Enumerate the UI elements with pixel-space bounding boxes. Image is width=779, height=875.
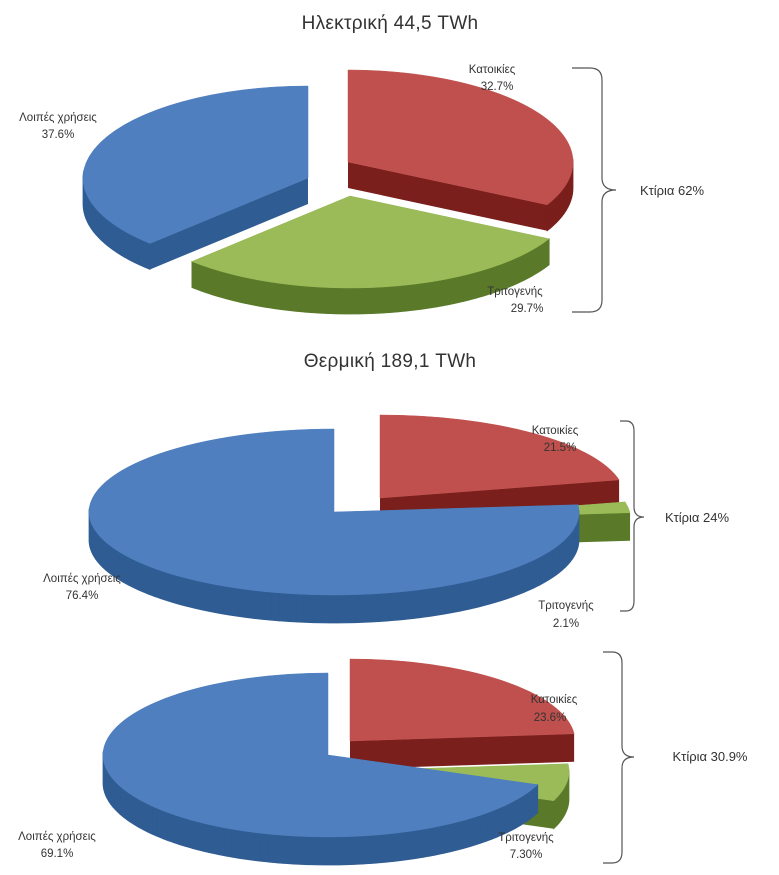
group-label: Κτίρια 62% (640, 183, 705, 198)
pie-slice-top (88, 428, 580, 596)
pie-slice (88, 428, 580, 624)
pie-electric (82, 69, 574, 315)
slice-label: Κατοικίες (531, 694, 578, 706)
slice-label: Τριτογενής (487, 286, 543, 298)
pie-slice-top (82, 85, 309, 244)
group-label: Κτίρια 30.9% (673, 749, 748, 764)
slice-label: Κατοικίες (532, 425, 579, 437)
pie-slice-wall (191, 237, 550, 315)
slice-label: Τριτογενής (498, 832, 554, 844)
slice-value-label: 76.4% (66, 590, 99, 602)
slice-value-label: 2.1% (553, 618, 579, 630)
slice-label: Λοιπές χρήσεις (43, 573, 121, 585)
slice-value-label: 69.1% (41, 848, 74, 860)
pie-slice-wall (553, 769, 570, 830)
pie-thermal (88, 414, 631, 624)
slice-label: Λοιπές χρήσεις (18, 831, 96, 843)
group-bracket (620, 420, 645, 612)
group-bracket (603, 651, 635, 864)
pie-slice-wall (88, 507, 580, 624)
group-label: Κτίρια 24% (665, 510, 730, 525)
slice-value-label: 21.5% (544, 442, 577, 454)
pie-slice-cut (348, 162, 548, 231)
pie-slice (349, 658, 575, 769)
pie-slice (347, 69, 574, 232)
pie-slice (102, 672, 539, 866)
slice-value-label: 32.7% (481, 81, 514, 93)
chart-title: Θερμική 189,1 TWh (304, 351, 477, 372)
chart-combined: Κατοικίες 23.6% Λοιπές χρήσεις 69.1% Τρι… (18, 651, 748, 866)
slice-value-label: 23.6% (534, 712, 567, 724)
chart-title: Ηλεκτρική 44,5 TWh (302, 13, 479, 34)
pie-slice-top (191, 195, 550, 289)
group-bracket (572, 67, 617, 313)
pie-slice-wall (102, 750, 539, 866)
pie-slice-cut (149, 178, 308, 270)
slice-label: Τριτογενής (538, 600, 594, 612)
pie-slice-wall (82, 170, 151, 271)
chart-thermal: Θερμική 189,1 TWh Κατοικίες 21.5% Λοιπές… (43, 351, 729, 630)
slice-value-label: 29.7% (511, 303, 544, 315)
pie-slice-top (379, 414, 620, 499)
pie-slice (82, 85, 309, 271)
slice-value-label: 37.6% (42, 129, 75, 141)
slice-label: Κατοικίες (469, 64, 516, 76)
pie-combined (102, 658, 575, 866)
pie-slice-wall (546, 158, 574, 232)
pie-slice-top (349, 658, 575, 742)
chart-electric: Ηλεκτρική 44,5 TWh Κατοικίες 32.7% Λοιπέ… (19, 13, 704, 315)
slice-value-label: 7.30% (510, 849, 543, 861)
slice-label: Λοιπές χρήσεις (19, 112, 97, 124)
pie-slice-cut (350, 733, 575, 769)
pie-slice (191, 195, 550, 315)
pie-slice-top (347, 69, 574, 206)
pie-slice-top (102, 672, 539, 838)
